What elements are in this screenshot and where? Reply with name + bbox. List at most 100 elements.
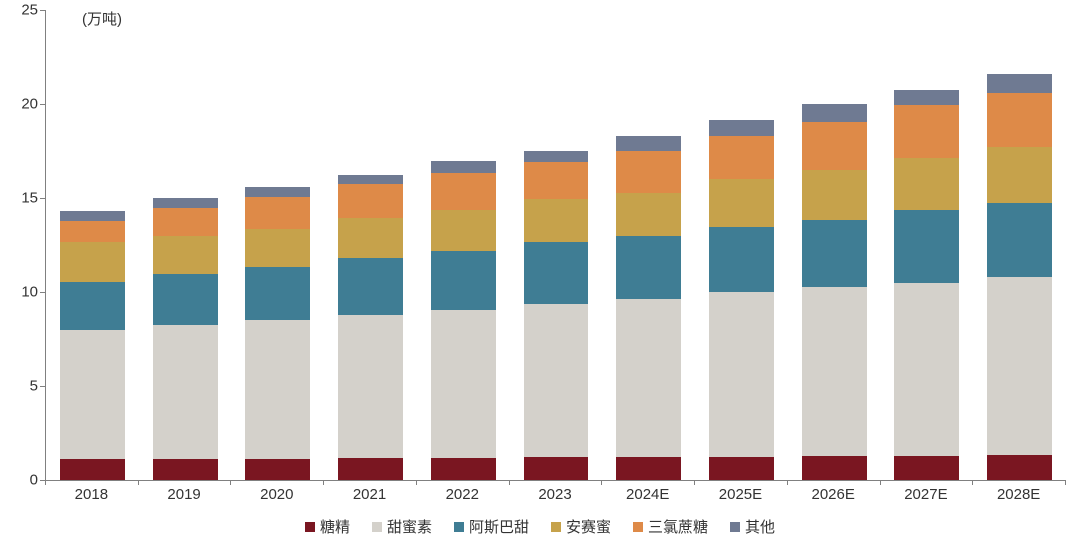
bar-segment [153,236,218,275]
bar-group [987,74,1052,480]
bar-group [709,120,774,480]
x-tick-label: 2022 [446,486,479,503]
bar-segment [245,320,310,459]
bar-segment [338,184,403,218]
bar-group [245,187,310,480]
bar-segment [431,173,496,211]
legend-label: 甜蜜素 [387,516,432,537]
bar-segment [60,221,125,243]
legend-swatch [454,522,464,532]
x-tick-mark [972,480,973,485]
x-tick-label: 2027E [904,486,947,503]
bar-segment [338,218,403,258]
bar-segment [60,282,125,330]
bar-segment [153,325,218,459]
bar-segment [709,227,774,292]
bar-group [894,90,959,480]
bar-group [802,104,867,480]
bar-segment [60,242,125,281]
bar-segment [802,170,867,220]
bar-segment [431,251,496,310]
bar-segment [709,120,774,136]
legend-item: 其他 [730,516,775,537]
bar-segment [616,299,681,457]
x-tick-label: 2024E [626,486,669,503]
bar-segment [524,199,589,242]
y-tick-label: 20 [3,96,38,113]
bar-group [616,136,681,480]
x-tick-label: 2019 [167,486,200,503]
bar-segment [802,122,867,170]
bar-segment [431,310,496,459]
x-tick-mark [416,480,417,485]
bar-segment [153,459,218,480]
legend-item: 阿斯巴甜 [454,516,529,537]
bar-segment [987,93,1052,148]
bar-segment [894,158,959,211]
plot-area [45,10,1066,481]
bar-segment [894,456,959,480]
bar-segment [616,136,681,151]
bar-segment [802,104,867,122]
bar-segment [524,162,589,199]
bar-segment [338,258,403,314]
bar-group [524,151,589,480]
bar-segment [709,457,774,481]
y-tick-label: 10 [3,284,38,301]
bar-group [153,198,218,480]
bar-segment [245,187,310,197]
bar-segment [616,457,681,481]
x-tick-mark [230,480,231,485]
bar-segment [245,267,310,321]
y-tick-label: 25 [3,2,38,19]
legend-label: 阿斯巴甜 [469,516,529,537]
bar-segment [524,242,589,304]
legend-swatch [633,522,643,532]
bar-segment [60,330,125,460]
bar-segment [431,210,496,250]
x-tick-mark [509,480,510,485]
bar-group [431,161,496,480]
legend-item: 三氯蔗糖 [633,516,708,537]
bar-segment [987,203,1052,277]
legend-item: 糖精 [305,516,350,537]
bar-segment [245,197,310,229]
bar-segment [616,236,681,299]
bar-segment [60,211,125,220]
bar-segment [802,456,867,480]
bar-segment [894,283,959,456]
x-tick-label: 2025E [719,486,762,503]
bar-segment [338,458,403,480]
bar-group [338,175,403,480]
x-tick-label: 2020 [260,486,293,503]
bar-segment [524,151,589,162]
x-tick-label: 2028E [997,486,1040,503]
bar-segment [802,287,867,455]
bar-segment [987,147,1052,202]
legend-item: 甜蜜素 [372,516,432,537]
x-tick-label: 2018 [75,486,108,503]
bars-container [46,10,1066,480]
bar-segment [338,175,403,184]
stacked-bar-chart: (万吨) 0510152025 201820192020202120222023… [0,0,1080,549]
y-tick-label: 15 [3,190,38,207]
bar-segment [987,455,1052,480]
legend-label: 其他 [745,516,775,537]
bar-segment [153,198,218,208]
x-tick-label: 2026E [811,486,854,503]
bar-segment [524,457,589,480]
bar-segment [153,274,218,325]
x-tick-mark [601,480,602,485]
x-tick-mark [323,480,324,485]
legend-swatch [730,522,740,532]
bar-segment [709,179,774,227]
legend-item: 安赛蜜 [551,516,611,537]
bar-segment [709,292,774,457]
x-tick-label: 2023 [538,486,571,503]
bar-segment [709,136,774,179]
bar-segment [431,161,496,172]
bar-segment [245,459,310,480]
legend-label: 三氯蔗糖 [648,516,708,537]
x-tick-mark [1065,480,1066,485]
x-tick-mark [138,480,139,485]
